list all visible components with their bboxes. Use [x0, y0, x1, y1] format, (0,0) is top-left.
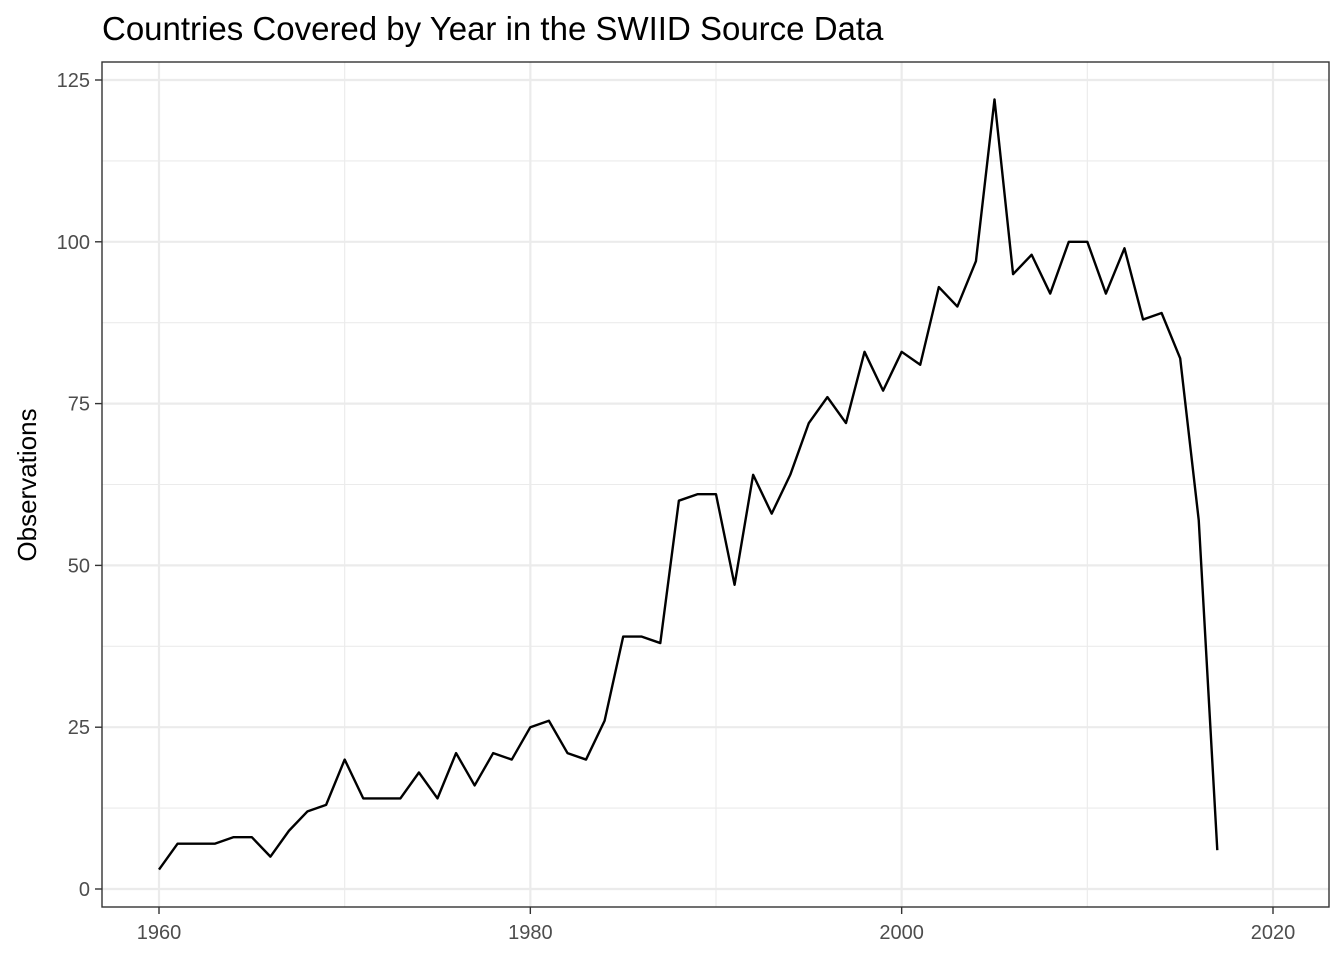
y-tick-label: 0: [79, 879, 90, 901]
plot-panel-border: [101, 61, 1330, 908]
y-tick-label: 25: [68, 717, 90, 739]
y-axis-label: Observations: [12, 408, 42, 561]
observations-line: [158, 98, 1219, 871]
y-tick-label: 125: [57, 70, 90, 92]
x-tick-label: 1960: [137, 922, 182, 944]
x-tick-label: 2000: [879, 922, 924, 944]
minor-gridlines: [102, 62, 1329, 907]
y-tick-label: 100: [57, 232, 90, 254]
x-tick-label: 2020: [1251, 922, 1296, 944]
chart-title: Countries Covered by Year in the SWIID S…: [102, 10, 884, 47]
x-axis: 1960 1980 2000 2020: [137, 907, 1296, 944]
y-axis: 0 25 50 75 100 125: [57, 70, 102, 901]
y-tick-label: 75: [68, 394, 90, 416]
major-gridlines: [102, 62, 1329, 907]
y-tick-label: 50: [68, 555, 90, 577]
x-tick-label: 1980: [508, 922, 553, 944]
